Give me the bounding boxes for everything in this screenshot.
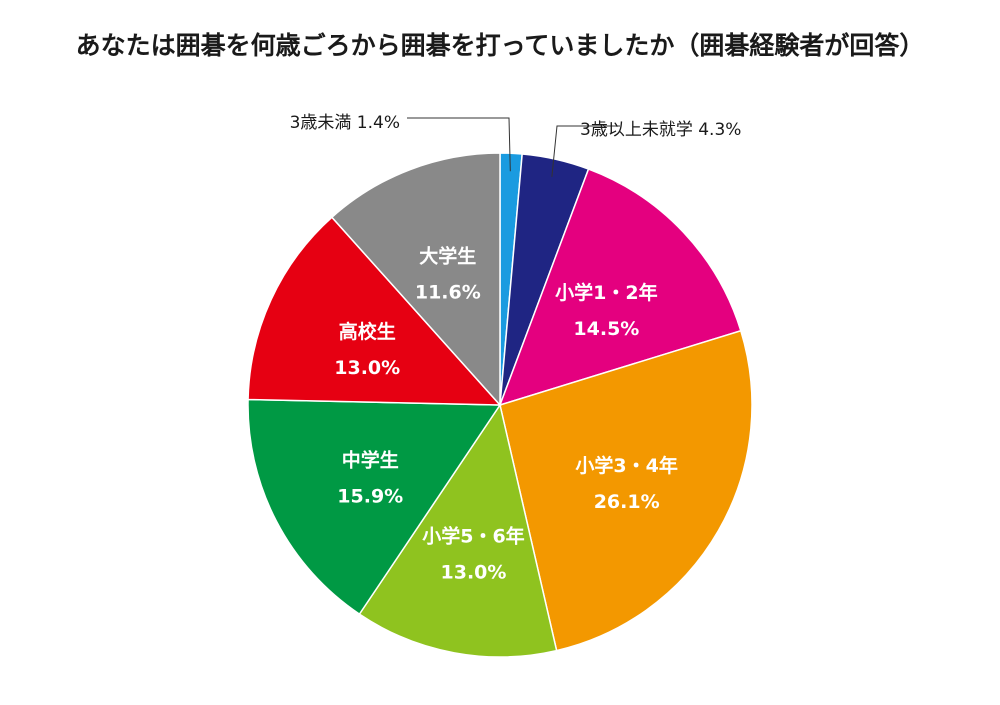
slice-3-wedge [498, 168, 742, 407]
slice-2-leader-line [551, 125, 620, 177]
slice-6-value-label: 15.9% [337, 485, 403, 507]
slice-1-outside-label: 3歳未満 1.4% [290, 113, 400, 133]
chart-title: あなたは囲碁を何歳ごろから囲碁を打っていましたか（囲碁経験者が回答） [76, 31, 925, 60]
slice-1-leader-line [407, 117, 511, 172]
slice-4-name-label: 小学3・4年 [575, 454, 677, 477]
slice-5-wedge [358, 403, 558, 658]
slice-8-name-label: 大学生 [419, 244, 476, 267]
slice-4-value-label: 26.1% [594, 491, 660, 513]
labels-layer: 3歳未満 1.4% 3歳以上未就学 4.3% 小学1・2年 14.5% 小学3・4年 26… [290, 113, 742, 584]
slice-7-name-label: 高校生 [339, 320, 396, 343]
slice-7-value-label: 13.0% [334, 357, 400, 379]
slice-5-value-label: 13.0% [441, 562, 507, 584]
slice-5-name-label: 小学5・6年 [422, 525, 524, 548]
leader-lines-layer [407, 117, 620, 177]
slice-8-value-label: 11.6% [415, 281, 481, 303]
slice-8-wedge [330, 152, 501, 407]
slice-6-wedge [247, 398, 502, 616]
slice-6-name-label: 中学生 [342, 448, 399, 471]
slice-3-value-label: 14.5% [573, 318, 639, 340]
slice-4-wedge [499, 329, 753, 652]
slice-3-name-label: 小学1・2年 [555, 281, 657, 304]
slice-7-wedge [247, 216, 502, 406]
slices-layer [247, 152, 753, 658]
slice-2-outside-label: 3歳以上未就学 4.3% [580, 120, 741, 140]
